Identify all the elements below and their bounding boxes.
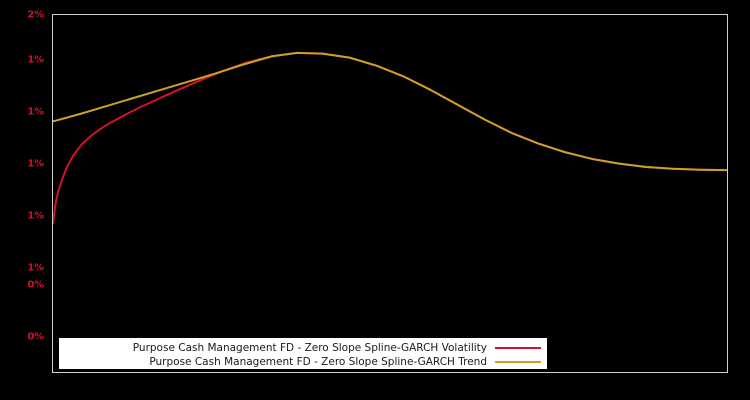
y-axis-tick-label: 1%: [27, 262, 44, 274]
y-axis-tick-label: 1%: [27, 158, 44, 170]
y-axis: 2% 1% 1% 1% 1% 1% 0% 0%: [0, 0, 48, 400]
y-axis-tick-label: 0%: [27, 279, 44, 291]
volatility-line: [53, 53, 727, 223]
legend-color-swatch-icon: [495, 360, 541, 363]
trend-line: [53, 53, 727, 170]
legend-item[interactable]: Purpose Cash Management FD - Zero Slope …: [59, 355, 541, 368]
y-axis-tick-label: 1%: [27, 54, 44, 66]
y-axis-tick-label: 1%: [27, 106, 44, 118]
y-axis-tick-label: 0%: [27, 331, 44, 343]
legend-item-label: Purpose Cash Management FD - Zero Slope …: [132, 341, 487, 354]
plot-svg: [53, 15, 727, 372]
plot-area: [52, 14, 728, 373]
y-axis-tick-label: 1%: [27, 210, 44, 222]
y-axis-tick-label: 2%: [27, 9, 44, 21]
legend-item[interactable]: Purpose Cash Management FD - Zero Slope …: [59, 341, 541, 354]
legend-item-label: Purpose Cash Management FD - Zero Slope …: [149, 355, 487, 368]
legend-color-swatch-icon: [495, 346, 541, 349]
chart-legend: Purpose Cash Management FD - Zero Slope …: [59, 338, 547, 369]
